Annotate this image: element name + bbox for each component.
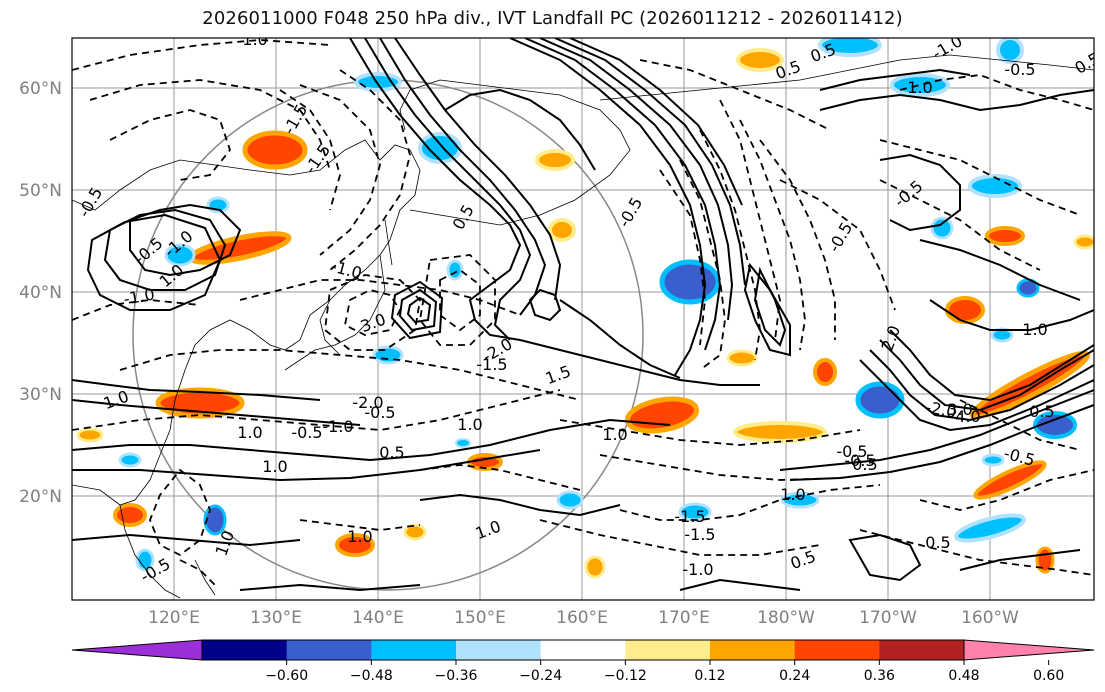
lat-label: 30°N	[19, 385, 62, 405]
lon-label: 180°W	[757, 608, 815, 628]
contour-label: 1.0	[237, 423, 262, 442]
contour-label: 1.0	[602, 425, 627, 444]
colorbar-tick-label: 0.24	[779, 668, 810, 684]
contour-label: 0.5	[925, 533, 950, 552]
negative-contours	[72, 39, 1094, 586]
lat-label: 50°N	[19, 181, 62, 201]
contour-label: -1.5	[476, 355, 507, 374]
contour-label: 1.0	[907, 78, 932, 97]
contour-label: -0.5	[1004, 60, 1035, 79]
coastlines	[72, 54, 1094, 599]
colorbar-tick-label: 0.48	[948, 668, 979, 684]
contour-label: 0.5	[1029, 402, 1054, 421]
lon-label: 130°E	[250, 608, 302, 628]
contour-label: 4.0	[955, 407, 980, 426]
map-area	[72, 38, 1094, 600]
contour-label: -0.5	[291, 423, 322, 442]
colorbar-tick-label: 0.36	[864, 668, 895, 684]
contour-label: 1.0	[1022, 320, 1047, 339]
colorbar-segment	[879, 640, 965, 660]
colorbar-segment	[710, 640, 796, 660]
contour-label: 1.0	[780, 485, 805, 504]
lon-label: 140°E	[352, 608, 404, 628]
colorbar-tick-label: −0.12	[604, 668, 647, 684]
contour-label: -0.5	[844, 451, 875, 470]
colorbar: −0.60 −0.48 −0.36 −0.24 −0.12 0.12 0.24 0.36 0.4…	[71, 639, 1095, 684]
contour-label: 0.5	[379, 443, 404, 462]
lat-label: 60°N	[19, 79, 62, 99]
contour-label: 1.0	[262, 457, 287, 476]
contour-label: -1.5	[684, 525, 715, 544]
contour-label: -0.5	[836, 442, 867, 461]
colorbar-outline	[201, 639, 965, 661]
map-title: 2026011000 F048 250 hPa div., IVT Landfa…	[202, 8, 903, 29]
longitude-labels: 120°E 130°E 140°E 150°E 160°E 170°E 180°…	[148, 608, 1019, 628]
colorbar-tick-label: −0.60	[265, 668, 308, 684]
colorbar-extend-low	[71, 639, 203, 661]
contour-label: 0.5	[852, 455, 877, 474]
lat-label: 40°N	[19, 283, 62, 303]
divergence-shading	[76, 38, 1094, 579]
contour-label: 1.0	[242, 30, 267, 49]
lon-label: 160°E	[556, 608, 608, 628]
colorbar-tick-label: −0.24	[519, 668, 562, 684]
contour-label: -2.0	[352, 393, 383, 412]
contour-label: -1.0	[682, 560, 713, 579]
lon-label: 170°W	[859, 608, 917, 628]
lon-label: 160°W	[961, 608, 1019, 628]
colorbar-segment	[625, 640, 711, 660]
colorbar-segment	[286, 640, 372, 660]
colorbar-tick-label: 0.12	[694, 668, 725, 684]
contour-label: -0.5	[364, 403, 395, 422]
map-border	[71, 37, 1095, 601]
colorbar-segment	[202, 640, 288, 660]
colorbar-tick-label: −0.36	[435, 668, 478, 684]
colorbar-tick-label: 0.60	[1033, 668, 1064, 684]
colorbar-segment	[456, 640, 542, 660]
colorbar-extend-high	[963, 639, 1095, 661]
colorbar-segment	[794, 640, 880, 660]
positive-contours	[72, 38, 1094, 592]
lon-label: 150°E	[454, 608, 506, 628]
contour-label: 3.0	[947, 400, 972, 419]
lat-label: 20°N	[19, 487, 62, 507]
latitude-labels: 60°N 50°N 40°N 30°N 20°N	[19, 79, 62, 507]
lon-label: 170°E	[658, 608, 710, 628]
contour-label: 1.0	[347, 527, 372, 546]
contour-label: -1.0	[322, 417, 353, 436]
colorbar-segment	[540, 640, 626, 660]
contour-label: -1.5	[674, 507, 705, 526]
colorbar-tick-label: −0.48	[350, 668, 393, 684]
lon-label: 120°E	[148, 608, 200, 628]
colorbar-segment	[371, 640, 457, 660]
contour-label: 1.0	[457, 415, 482, 434]
